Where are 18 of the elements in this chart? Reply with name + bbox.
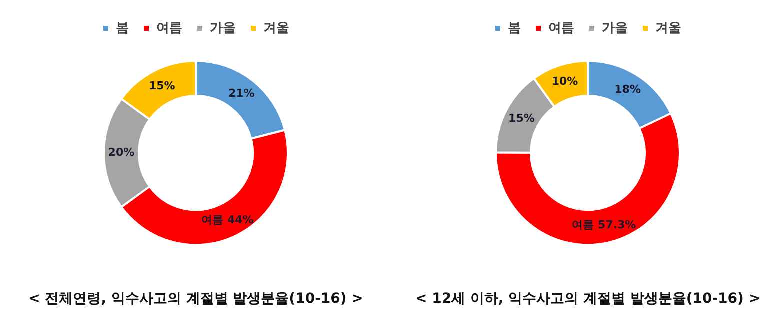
legend-label: 여름 [548, 20, 574, 36]
data-label: 15% [148, 80, 176, 93]
legend-label: 가을 [602, 20, 628, 36]
legend-label: 가을 [210, 20, 236, 36]
data-label: 21% [228, 87, 255, 100]
text: < 12세 이하, 익수사고의 계절별 발생분율(10-16) > [415, 291, 761, 308]
legend-label: 겨울 [264, 20, 290, 36]
data-label: 여름 57.3% [572, 218, 636, 232]
legend-label: 봄 [116, 20, 129, 36]
data-label: 18% [614, 82, 641, 96]
text: < 전체연령, 익수사고의 계절별 발생분율(10-16) > [28, 291, 364, 308]
data-label: 10% [552, 75, 578, 88]
legend-label: 봄 [508, 20, 521, 36]
legend-label: 겨울 [656, 20, 682, 36]
data-label: 여름 44% [202, 213, 254, 226]
data-label: 20% [108, 146, 135, 159]
legend-label: 여름 [156, 20, 182, 36]
data-label: 15% [508, 112, 535, 125]
